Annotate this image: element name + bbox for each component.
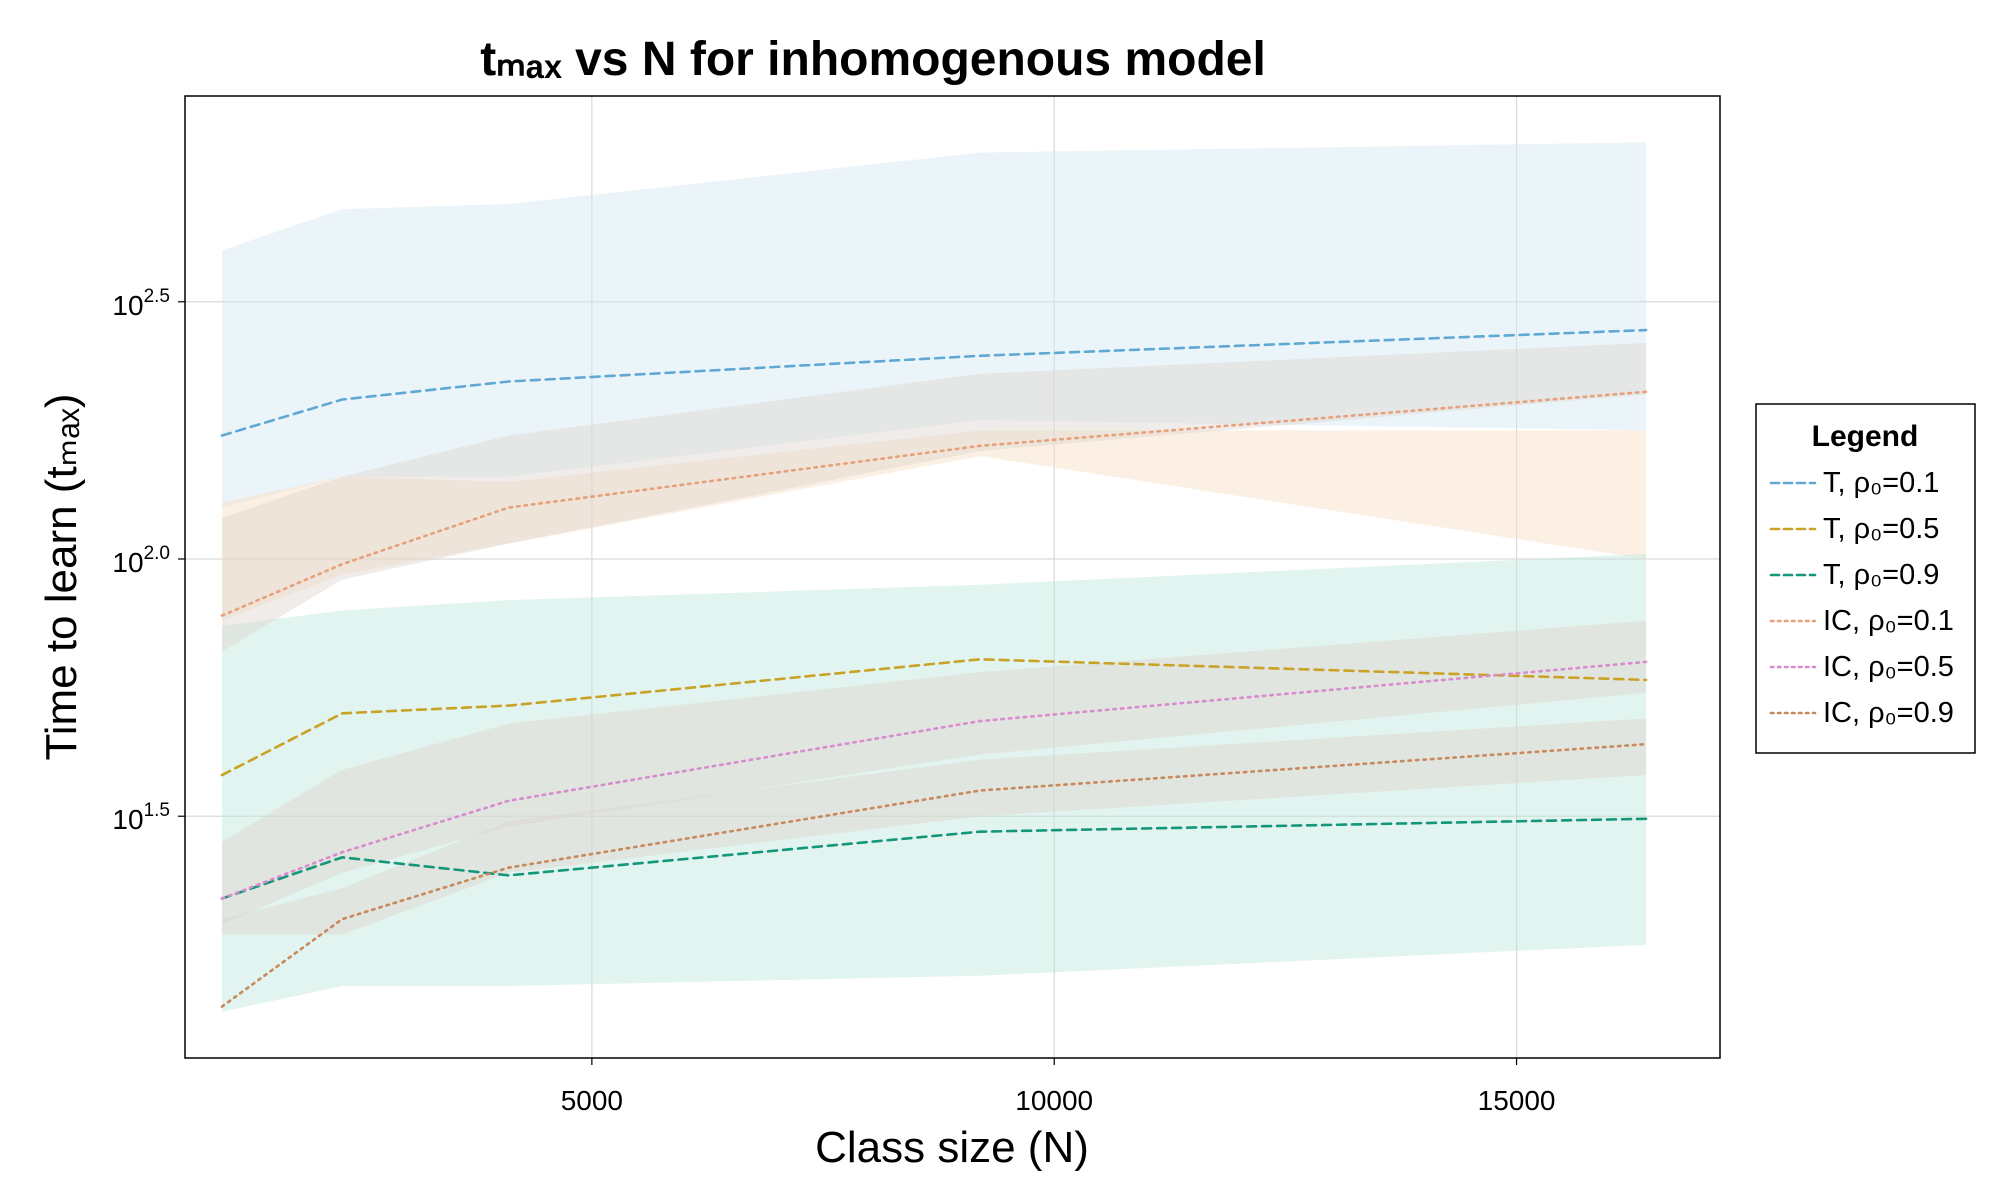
band-ic-0-1 [221, 342, 1647, 652]
legend-items: T, ρ₀=0.1 T, ρ₀=0.5 T, ρ₀=0.9 IC, ρ₀=0.1 IC,… [1769, 467, 1954, 729]
plot-frame [184, 95, 1721, 1059]
band-ic-0-5 [221, 620, 1647, 925]
legend-item-label: T, ρ₀=0.9 [1823, 559, 1939, 591]
legend-title: Legend [1812, 420, 1919, 453]
legend-item-label: IC, ρ₀=0.5 [1823, 651, 1954, 683]
legend-item-label: T, ρ₀=0.1 [1823, 467, 1939, 499]
y-axis-ticks: 101.5 102.0 102.5 [112, 286, 185, 835]
legend-item-label: IC, ρ₀=0.9 [1823, 697, 1954, 729]
legend-box [1755, 403, 1976, 754]
x-axis-ticks: 5000 10000 15000 [561, 1058, 1556, 1116]
x-tick-label: 15000 [1478, 1085, 1556, 1116]
series-lines [220, 328, 1648, 1008]
x-tick-label: 10000 [1015, 1085, 1093, 1116]
plot-area [184, 95, 1721, 1059]
chart-title: tₘₐₓ vs N for inhomogenous model [480, 33, 1266, 86]
band-t-0-1 [221, 142, 1647, 508]
x-tick-label: 5000 [561, 1085, 623, 1116]
legend: Legend T, ρ₀=0.1 T, ρ₀=0.5 T, ρ₀=0.9 IC, ρ₀… [1755, 403, 1976, 754]
band-t-0-5 [221, 430, 1647, 621]
x-axis-label: Class size (N) [815, 1123, 1089, 1172]
band-ic-0-9 [221, 718, 1647, 935]
legend-item-label: IC, ρ₀=0.1 [1823, 605, 1954, 637]
y-tick-label: 101.5 [112, 800, 170, 835]
y-tick-label: 102.0 [112, 543, 170, 578]
legend-item-label: T, ρ₀=0.5 [1823, 513, 1939, 545]
y-tick-label: 102.5 [112, 286, 170, 321]
confidence-bands [221, 142, 1647, 1012]
y-axis-label: Time to learn (tₘₐₓ) [37, 393, 86, 760]
